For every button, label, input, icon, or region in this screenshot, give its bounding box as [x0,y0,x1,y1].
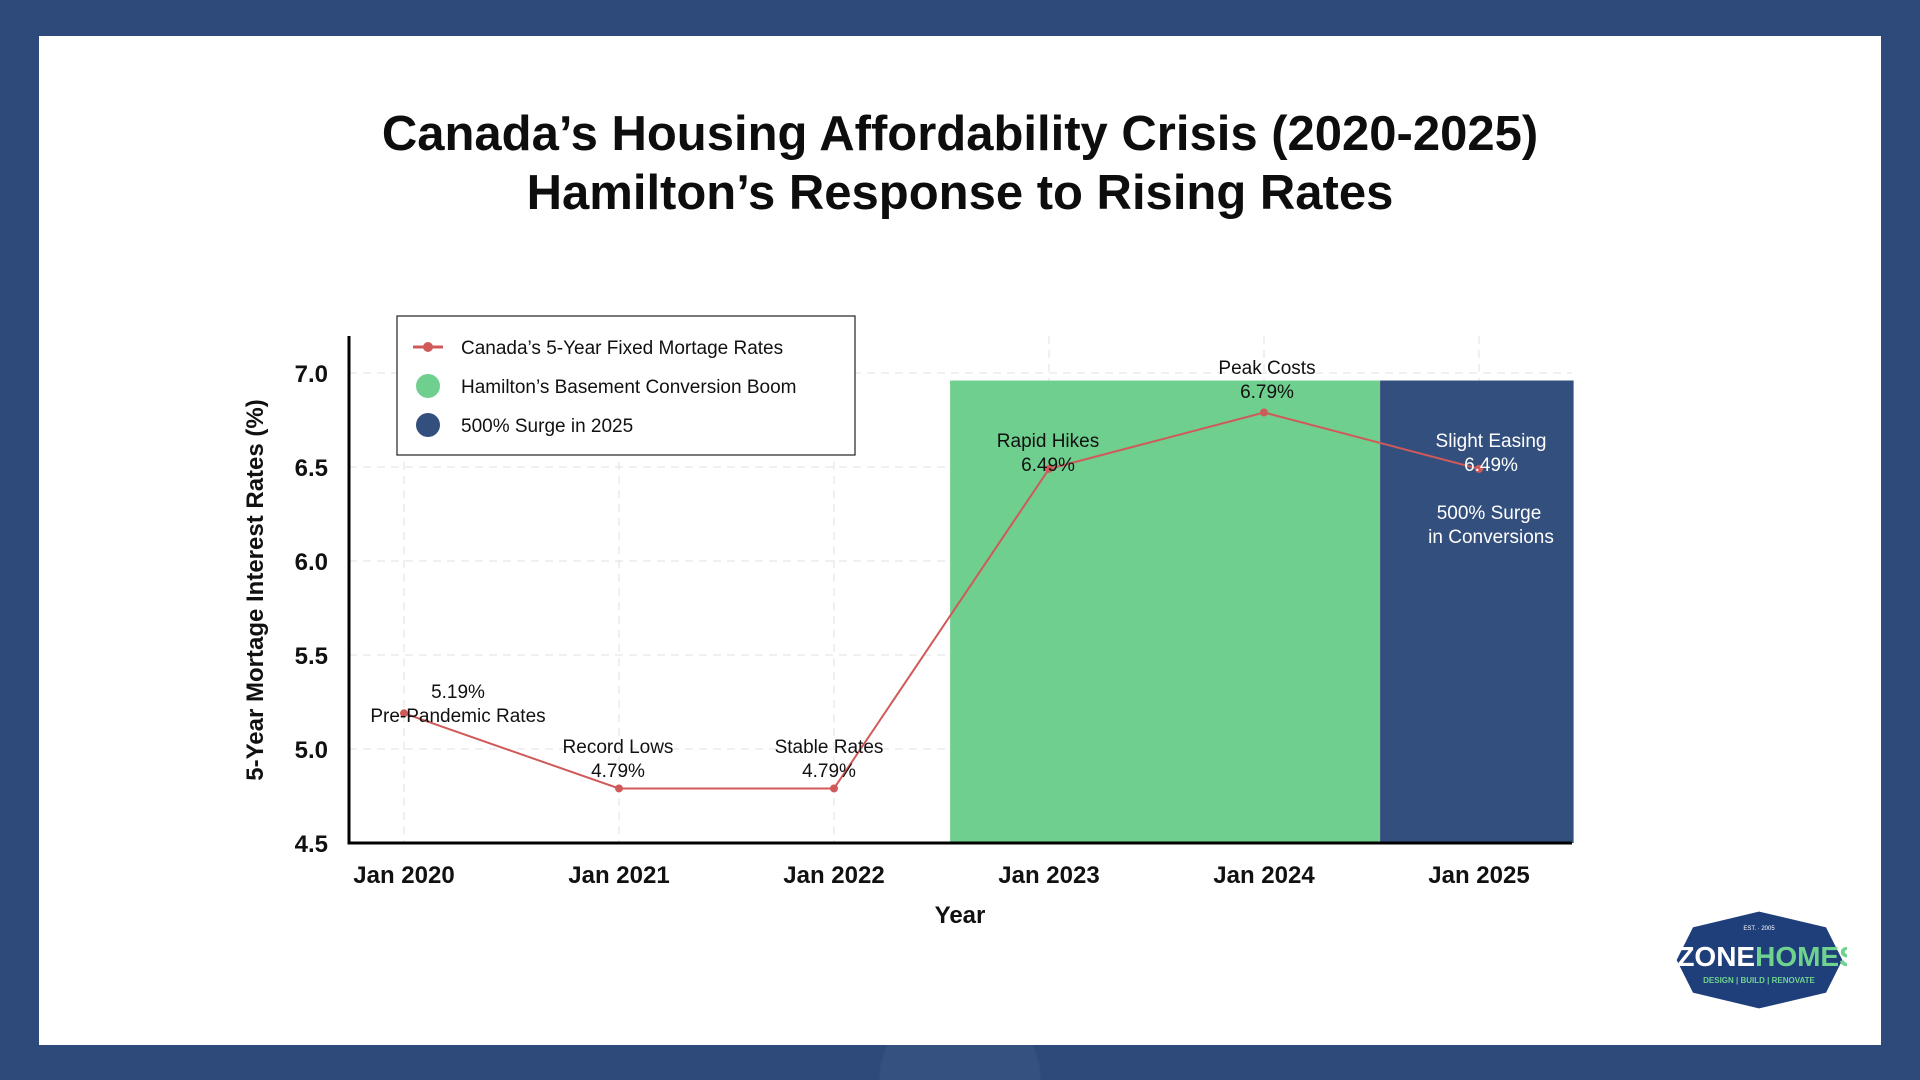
point-annotation-value: 6.49% [1021,455,1075,476]
logo-est: EST. · 2005 [1743,926,1775,932]
point-annotation: Peak Costs [1218,358,1315,379]
legend-marker [423,342,433,352]
point-annotation-value: 6.79% [1240,382,1294,403]
title-line-2: Hamilton’s Response to Rising Rates [526,166,1394,220]
legend-label: Canada’s 5-Year Fixed Mortage Rates [461,338,783,359]
point-annotation-value: 6.49% [1464,455,1518,476]
rate-data-point [1260,408,1268,417]
logo-name-part2: HOMES [1755,941,1847,972]
y-tick-label: 7.0 [295,361,328,388]
y-tick-label: 6.0 [295,549,328,576]
logo-name-part1: ZZONE [1672,941,1755,972]
point-annotation-value: Pre-Pandemic Rates [370,706,545,727]
logo-badge [1673,908,1846,1012]
x-tick-label: Jan 2022 [783,862,884,889]
legend-box [396,315,856,456]
y-tick-label: 5.5 [295,643,328,670]
point-annotation-value: 4.79% [802,761,856,782]
chart-title: Canada’s Housing Affordability Crisis (2… [0,105,1920,223]
x-tick-label: Jan 2021 [568,862,669,889]
y-tick-label: 5.0 [295,737,328,764]
point-annotation: Stable Rates [775,737,884,758]
y-tick-label: 6.5 [295,455,328,482]
surge-note-line2: in Conversions [1428,527,1554,548]
rate-data-point [400,709,408,718]
x-tick-label: Jan 2020 [353,862,454,889]
rate-data-point [615,784,623,793]
logo-tagline: DESIGN | BUILD | RENOVATE [1703,976,1815,985]
rate-data-point [830,784,838,793]
x-tick-label: Jan 2025 [1428,862,1529,889]
legend-label: 500% Surge in 2025 [461,416,633,437]
point-annotation: Rapid Hikes [997,431,1099,452]
x-tick-label: Jan 2023 [998,862,1099,889]
point-annotation: 5.19% [431,682,485,703]
legend-dot-swatch [416,374,440,398]
legend-dot-swatch [416,413,440,437]
x-axis-title: Year [935,902,986,929]
rate-data-point [1045,464,1053,473]
surge-2025-region [1380,380,1574,843]
logo-wordmark: ZZONEHOMES [1672,941,1847,972]
conversion-boom-region [950,380,1381,843]
x-tick-label: Jan 2024 [1213,862,1315,889]
y-axis-title: 5-Year Mortage Interest Rates (%) [242,399,269,780]
legend-label: Hamilton’s Basement Conversion Boom [461,377,796,398]
logo-badge-outline [1679,914,1840,1006]
y-tick-label: 4.5 [295,831,328,858]
rate-series-line [403,411,1480,790]
point-annotation-value: 4.79% [591,761,645,782]
title-line-1: Canada’s Housing Affordability Crisis (2… [381,107,1539,161]
zzone-homes-logo: EST. · 2005 ZZONEHOMES DESIGN | BUILD | … [1672,908,1847,1012]
point-annotation: Slight Easing [1436,431,1547,452]
point-annotation: Record Lows [563,737,674,758]
surge-note-line1: 500% Surge [1437,503,1542,524]
rate-data-point [1475,464,1483,473]
